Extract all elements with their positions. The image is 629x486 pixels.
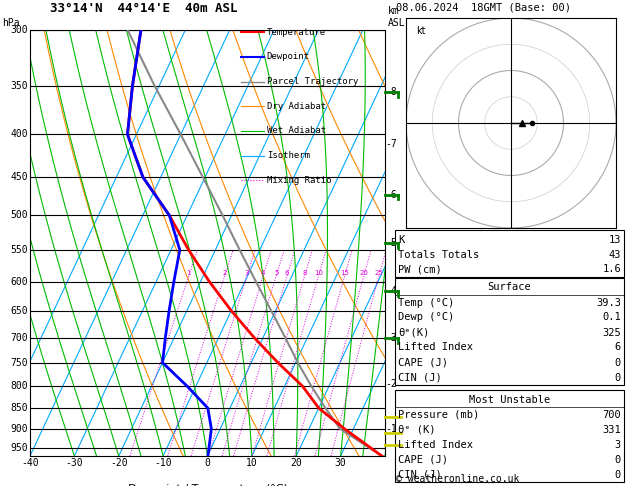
Text: -2: -2 <box>386 379 398 389</box>
Text: 450: 450 <box>11 172 28 182</box>
Text: 13: 13 <box>608 235 621 244</box>
Text: Temperature: Temperature <box>267 28 326 36</box>
Text: Wet Adiabat: Wet Adiabat <box>267 126 326 136</box>
Text: -30: -30 <box>65 458 83 468</box>
Text: kt: kt <box>416 26 426 36</box>
Text: 3: 3 <box>615 439 621 450</box>
Text: 25: 25 <box>375 270 384 276</box>
Text: 325: 325 <box>602 328 621 337</box>
Text: 0: 0 <box>615 358 621 367</box>
Text: 15: 15 <box>340 270 349 276</box>
Text: 1: 1 <box>187 270 191 276</box>
Text: -10: -10 <box>154 458 172 468</box>
Text: -8: -8 <box>386 87 398 97</box>
Text: 750: 750 <box>11 358 28 367</box>
Text: 10: 10 <box>314 270 323 276</box>
Text: Dewp (°C): Dewp (°C) <box>398 312 454 323</box>
FancyBboxPatch shape <box>395 230 624 277</box>
Text: θᵉ (K): θᵉ (K) <box>398 424 435 434</box>
Text: hPa: hPa <box>2 17 19 28</box>
Text: Lifted Index: Lifted Index <box>398 439 473 450</box>
Text: -40: -40 <box>21 458 39 468</box>
Text: Mixing Ratio: Mixing Ratio <box>267 176 331 185</box>
Text: Parcel Trajectory: Parcel Trajectory <box>267 77 358 86</box>
Text: -4: -4 <box>386 286 398 296</box>
Text: 3: 3 <box>245 270 249 276</box>
Text: 700: 700 <box>602 410 621 419</box>
Text: 6: 6 <box>285 270 289 276</box>
Text: 20: 20 <box>359 270 369 276</box>
Text: PW (cm): PW (cm) <box>398 264 442 275</box>
Text: θᵉ(K): θᵉ(K) <box>398 328 429 337</box>
Text: 39.3: 39.3 <box>596 297 621 308</box>
Text: 0: 0 <box>204 458 211 468</box>
Text: -5: -5 <box>386 238 398 248</box>
Text: 550: 550 <box>11 245 28 255</box>
Text: 4: 4 <box>261 270 265 276</box>
Text: Isotherm: Isotherm <box>267 151 310 160</box>
Text: 400: 400 <box>11 129 28 139</box>
Text: Pressure (mb): Pressure (mb) <box>398 410 479 419</box>
Text: Most Unstable: Most Unstable <box>469 395 550 404</box>
Text: 500: 500 <box>11 210 28 221</box>
Text: -3: -3 <box>386 333 398 343</box>
FancyBboxPatch shape <box>395 390 624 482</box>
Text: 0: 0 <box>615 454 621 465</box>
FancyBboxPatch shape <box>395 278 624 385</box>
Text: CIN (J): CIN (J) <box>398 469 442 480</box>
Text: -6: -6 <box>386 190 398 200</box>
Text: 0: 0 <box>615 469 621 480</box>
Text: 0: 0 <box>615 372 621 382</box>
Text: -1: -1 <box>386 424 398 434</box>
Text: 0.1: 0.1 <box>602 312 621 323</box>
Text: 2: 2 <box>223 270 227 276</box>
Text: -20: -20 <box>110 458 128 468</box>
Text: 300: 300 <box>11 25 28 35</box>
Text: 43: 43 <box>608 249 621 260</box>
Text: 20: 20 <box>291 458 302 468</box>
Text: 33°14'N  44°14'E  40m ASL: 33°14'N 44°14'E 40m ASL <box>50 2 238 16</box>
Text: km
ASL: km ASL <box>388 6 406 28</box>
Text: 10: 10 <box>246 458 258 468</box>
Text: 30: 30 <box>335 458 347 468</box>
Text: CAPE (J): CAPE (J) <box>398 454 448 465</box>
Text: CAPE (J): CAPE (J) <box>398 358 448 367</box>
Text: 08.06.2024  18GMT (Base: 00): 08.06.2024 18GMT (Base: 00) <box>396 2 571 13</box>
Text: Mixing Ratio (g/kg): Mixing Ratio (g/kg) <box>410 197 420 289</box>
Text: 350: 350 <box>11 81 28 91</box>
Text: K: K <box>398 235 404 244</box>
Text: 800: 800 <box>11 381 28 391</box>
Text: 6: 6 <box>615 343 621 352</box>
Text: Surface: Surface <box>487 282 532 293</box>
Text: Dry Adiabat: Dry Adiabat <box>267 102 326 111</box>
Text: Temp (°C): Temp (°C) <box>398 297 454 308</box>
Text: 8: 8 <box>303 270 307 276</box>
Text: 331: 331 <box>602 424 621 434</box>
Text: 650: 650 <box>11 306 28 316</box>
Text: Dewpoint: Dewpoint <box>267 52 310 61</box>
Text: Totals Totals: Totals Totals <box>398 249 479 260</box>
Text: 600: 600 <box>11 277 28 287</box>
Text: 5: 5 <box>274 270 279 276</box>
Text: Lifted Index: Lifted Index <box>398 343 473 352</box>
Text: CIN (J): CIN (J) <box>398 372 442 382</box>
Text: Dewpoint / Temperature (°C): Dewpoint / Temperature (°C) <box>128 484 287 486</box>
Text: 850: 850 <box>11 403 28 413</box>
Text: 1.6: 1.6 <box>602 264 621 275</box>
Text: 950: 950 <box>11 443 28 453</box>
Text: 700: 700 <box>11 332 28 343</box>
Text: -7: -7 <box>386 139 398 149</box>
Text: 900: 900 <box>11 424 28 434</box>
Text: © weatheronline.co.uk: © weatheronline.co.uk <box>396 473 520 484</box>
